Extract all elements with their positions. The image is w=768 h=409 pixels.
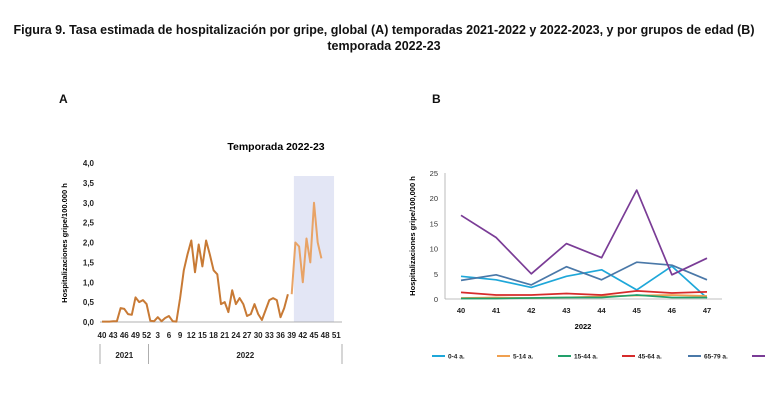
x-tick-label: 36 [276, 331, 285, 340]
series-line-4 [460, 261, 708, 286]
series-line-3 [460, 290, 708, 296]
x-tick-label: 43 [562, 306, 570, 315]
x-tick-label: 46 [120, 331, 129, 340]
y-tick-label: 1,0 [83, 278, 95, 287]
y-tick-label: 10 [430, 245, 438, 254]
x-tick-label: 6 [167, 331, 172, 340]
x-tick-label: 52 [142, 331, 151, 340]
x-tick-label: 42 [527, 306, 535, 315]
y-tick-label: 0,0 [83, 318, 95, 327]
x-tick-label: 33 [265, 331, 274, 340]
y-tick-label: 20 [430, 194, 438, 203]
y-tick-label: 2,0 [83, 239, 95, 248]
figure-title: Figura 9. Tasa estimada de hospitalizaci… [0, 22, 768, 54]
chart-b-xlabel: 2022 [575, 322, 592, 331]
y-tick-label: 2,5 [83, 219, 95, 228]
x-tick-label: 40 [457, 306, 465, 315]
x-tick-label: 43 [109, 331, 118, 340]
x-tick-label: 30 [254, 331, 263, 340]
legend-label: 5-14 a. [513, 354, 533, 361]
x-tick-label: 44 [597, 306, 606, 315]
x-tick-label: 15 [198, 331, 207, 340]
chart-a-title: Temporada 2022-23 [227, 141, 324, 153]
y-tick-label: 3,5 [83, 179, 95, 188]
y-tick-label: 15 [430, 219, 438, 228]
y-tick-label: 3,0 [83, 199, 95, 208]
legend-label: 65-79 a. [704, 354, 728, 361]
year-label: 2021 [115, 351, 133, 360]
x-tick-label: 51 [332, 331, 341, 340]
series-line-0 [102, 239, 289, 323]
x-tick-label: 49 [131, 331, 140, 340]
figure-title-line1: Figura 9. Tasa estimada de hospitalizaci… [13, 23, 755, 37]
legend-label: 15-44 a. [574, 354, 598, 361]
x-tick-label: 3 [156, 331, 161, 340]
legend-label: 0-4 a. [448, 354, 465, 361]
highlight-band [293, 176, 335, 322]
year-label: 2022 [236, 351, 254, 360]
x-tick-label: 39 [287, 331, 296, 340]
x-tick-label: 47 [703, 306, 711, 315]
x-tick-label: 42 [298, 331, 307, 340]
figure-title-line2: temporada 2022-23 [327, 39, 441, 53]
y-tick-label: 0 [434, 295, 438, 304]
panel-label-a: A [59, 92, 68, 106]
x-tick-label: 45 [633, 306, 641, 315]
chart-b-ylabel: Hospitalizaciones gripe/100,000 h [408, 176, 417, 296]
legend-label: 45-64 a. [638, 354, 662, 361]
panel-label-b: B [432, 92, 441, 106]
x-tick-label: 45 [310, 331, 319, 340]
x-tick-label: 9 [178, 331, 183, 340]
x-tick-label: 27 [243, 331, 252, 340]
series-line-1 [290, 201, 323, 295]
y-tick-label: 5 [434, 270, 438, 279]
x-tick-label: 48 [321, 331, 330, 340]
x-tick-label: 12 [187, 331, 196, 340]
chart-a-ylabel: Hospitalizaciones gripe/100.000 h [60, 183, 69, 303]
x-tick-label: 46 [668, 306, 676, 315]
series-line-5 [460, 189, 708, 276]
y-tick-label: 0,5 [83, 298, 95, 307]
x-tick-label: 24 [231, 331, 240, 340]
x-tick-label: 21 [220, 331, 229, 340]
x-tick-label: 40 [98, 331, 107, 340]
x-tick-label: 41 [492, 306, 500, 315]
series-line-2 [461, 294, 707, 300]
y-tick-label: 25 [430, 169, 438, 178]
x-tick-label: 18 [209, 331, 218, 340]
y-tick-label: 4,0 [83, 159, 95, 168]
y-tick-label: 1,5 [83, 258, 95, 267]
